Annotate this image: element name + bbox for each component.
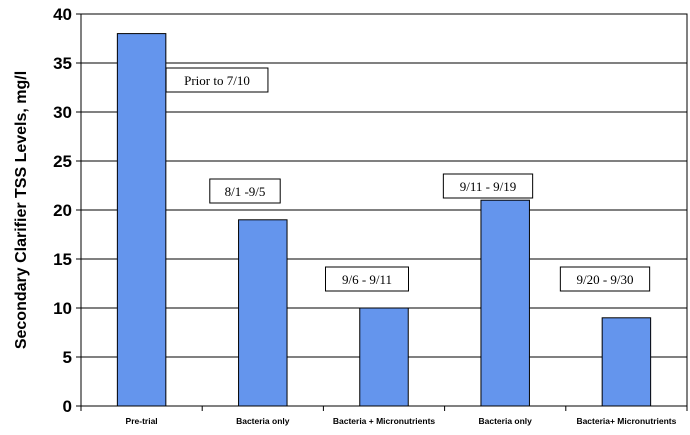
- y-tick-label: 25: [53, 152, 72, 171]
- x-category-label: Bacteria only: [479, 416, 533, 426]
- bars: [116, 33, 652, 407]
- y-tick-label: 15: [53, 250, 72, 269]
- bar: [601, 317, 652, 407]
- annotation-box: [209, 178, 281, 204]
- y-tick-label: 10: [53, 299, 72, 318]
- annotation-box: [325, 266, 409, 292]
- gridlines: [81, 62, 687, 358]
- bar: [359, 307, 409, 407]
- annotation-box: [442, 173, 534, 199]
- y-tick-label: 40: [53, 5, 72, 24]
- annotation-label: 9/6 - 9/11: [342, 272, 392, 287]
- x-category-label: Bacteria only: [236, 416, 290, 426]
- y-tick-label: 0: [63, 397, 72, 416]
- axes: 0 5 10 15 20 25 30 35 40 Pre-trial Bacteria only Ba…: [53, 5, 688, 426]
- annotations: Prior to 7/10 8/1 -9/5 9/6 - 9/11 9/11 - 9/…: [165, 67, 651, 292]
- y-tick-label: 5: [63, 348, 72, 367]
- bar: [238, 219, 288, 407]
- annotation-label: 9/20 - 9/30: [576, 272, 633, 287]
- x-category-label: Pre-trial: [126, 416, 158, 426]
- annotation-label: 9/11 - 9/19: [460, 179, 517, 194]
- bar: [480, 199, 530, 407]
- annotation-label: 8/1 -9/5: [225, 184, 266, 199]
- y-tick-label: 35: [53, 54, 72, 73]
- annotation-label: Prior to 7/10: [184, 73, 250, 88]
- x-category-label: Bacteria+ Micronutrients: [576, 416, 676, 426]
- annotation-box: [559, 266, 651, 292]
- y-tick-label: 30: [53, 103, 72, 122]
- y-tick-label: 20: [53, 201, 72, 220]
- bar: [116, 33, 167, 407]
- y-axis-label: Secondary Clarifier TSS Levels, mg/l: [13, 71, 30, 349]
- annotation-box: [165, 67, 269, 93]
- x-category-label: Bacteria + Micronutrients: [333, 416, 436, 426]
